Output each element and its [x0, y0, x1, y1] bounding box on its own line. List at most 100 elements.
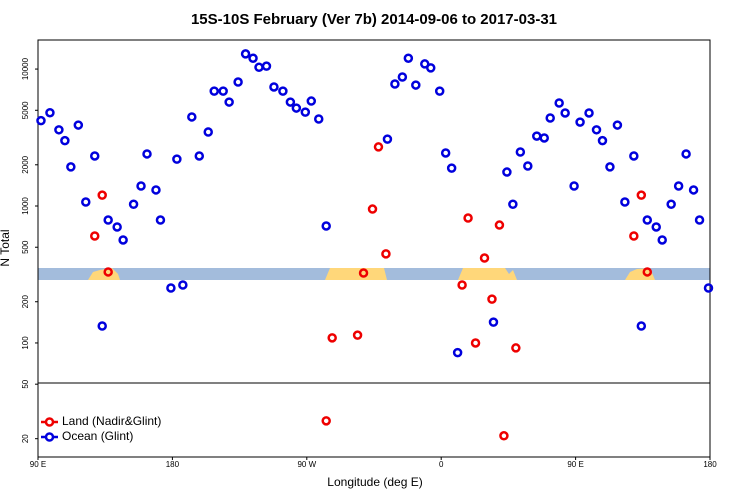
point — [203, 127, 213, 137]
point — [45, 107, 55, 118]
point — [642, 215, 653, 225]
point — [463, 213, 473, 223]
legend-label: Land (Nadir&Glint) — [62, 414, 161, 428]
point — [89, 231, 100, 241]
legend: Land (Nadir&Glint)Ocean (Glint) — [41, 414, 161, 443]
y-tick-label: 100 — [21, 336, 30, 350]
point — [209, 86, 219, 96]
legend-marker — [44, 432, 55, 442]
point — [224, 97, 234, 107]
point — [321, 221, 331, 231]
point — [73, 120, 84, 130]
point — [688, 185, 699, 195]
point — [657, 235, 667, 245]
point — [446, 163, 457, 173]
point — [373, 142, 384, 152]
land-bump — [325, 268, 387, 280]
point — [612, 120, 623, 130]
point — [390, 79, 400, 89]
point — [136, 181, 146, 191]
point — [285, 97, 296, 107]
y-tick-label: 10000 — [21, 57, 30, 80]
point — [321, 416, 331, 426]
land-bump — [625, 268, 655, 280]
x-axis-label: Longitude (deg E) — [327, 475, 422, 489]
point — [554, 98, 564, 108]
point — [425, 63, 436, 73]
plot-frame — [37, 39, 711, 458]
point — [673, 181, 684, 191]
point — [494, 220, 505, 230]
point — [54, 125, 64, 135]
point — [81, 197, 91, 207]
point — [440, 148, 451, 158]
point — [411, 80, 421, 90]
point — [539, 133, 549, 143]
point — [545, 113, 555, 123]
point — [142, 149, 152, 159]
point — [187, 112, 197, 122]
point — [575, 117, 585, 127]
point — [403, 53, 414, 63]
point — [382, 134, 393, 144]
point — [89, 151, 100, 161]
point — [629, 231, 639, 241]
land-bump — [458, 268, 517, 280]
point — [629, 151, 639, 161]
point — [560, 108, 570, 118]
point — [278, 86, 288, 96]
point — [194, 151, 205, 161]
point — [381, 249, 391, 259]
point — [269, 82, 279, 92]
point — [112, 222, 122, 232]
y-tick-label: 200 — [21, 295, 30, 309]
point — [166, 283, 176, 293]
point — [681, 149, 691, 159]
point — [488, 317, 499, 327]
point — [487, 294, 497, 304]
point — [452, 347, 463, 358]
point — [103, 215, 113, 225]
y-tick-label: 2000 — [21, 155, 30, 173]
point — [569, 181, 579, 191]
x-tick-label: 180 — [703, 460, 717, 469]
point — [291, 103, 302, 113]
point — [151, 185, 161, 195]
point — [367, 204, 378, 214]
point — [591, 125, 602, 135]
point — [352, 330, 363, 340]
y-tick-label: 5000 — [21, 101, 30, 119]
x-tick-label: 90 E — [567, 460, 583, 469]
point — [508, 199, 518, 210]
point — [620, 197, 630, 207]
point — [584, 108, 594, 118]
point — [636, 190, 647, 200]
legend-marker — [44, 417, 55, 427]
point — [218, 86, 228, 96]
point — [642, 267, 653, 277]
point — [502, 167, 512, 177]
y-axis-label: N Total — [0, 229, 12, 266]
point — [470, 338, 481, 348]
point — [306, 96, 317, 106]
point — [128, 199, 139, 210]
point — [511, 343, 521, 353]
point — [397, 72, 408, 82]
point — [515, 147, 526, 157]
point — [178, 280, 188, 290]
point — [97, 190, 107, 200]
y-tick-label: 500 — [21, 240, 30, 254]
y-tick-label: 50 — [21, 379, 30, 388]
point — [313, 114, 324, 124]
point — [457, 280, 467, 290]
point — [479, 253, 490, 263]
x-tick-label: 180 — [166, 460, 180, 469]
point — [605, 162, 615, 172]
point — [60, 135, 70, 146]
point — [636, 321, 647, 331]
point — [248, 53, 258, 63]
point — [703, 283, 714, 293]
x-tick-label: 0 — [439, 460, 444, 469]
